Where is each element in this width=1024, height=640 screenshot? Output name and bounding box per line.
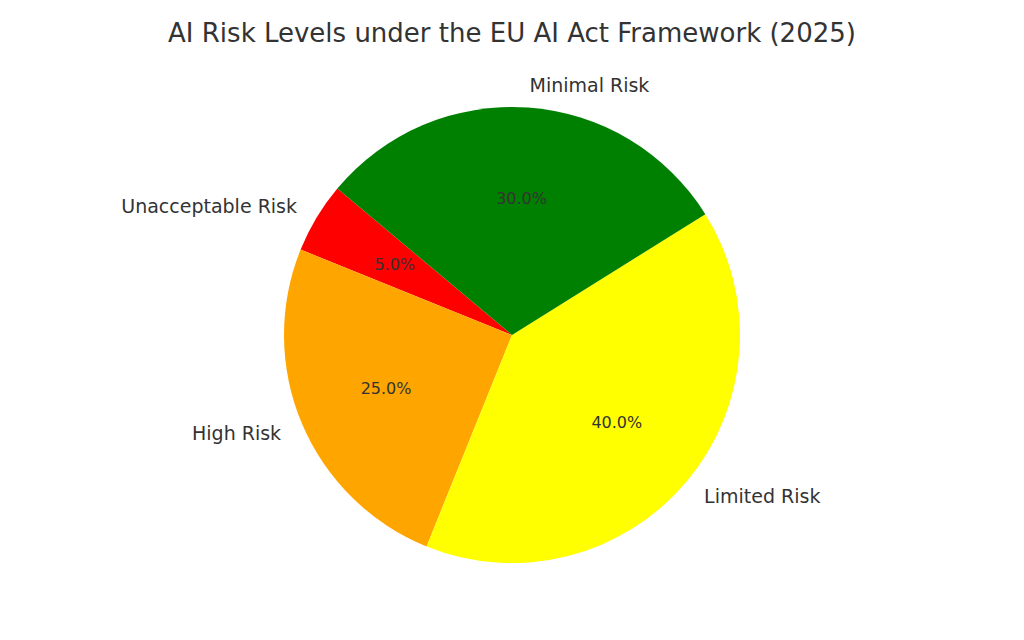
category-label: High Risk xyxy=(192,422,281,444)
category-label: Limited Risk xyxy=(704,485,820,507)
data-label: 25.0% xyxy=(361,379,412,398)
chart-title: AI Risk Levels under the EU AI Act Frame… xyxy=(168,18,856,48)
chart: AI Risk Levels under the EU AI Act Frame… xyxy=(0,0,1024,640)
data-label: 30.0% xyxy=(496,189,547,208)
pie-slice xyxy=(337,107,705,335)
category-label: Minimal Risk xyxy=(529,74,649,96)
page: {"chart_data": {"type": "pie", "title": … xyxy=(0,0,1024,640)
data-label: 40.0% xyxy=(591,413,642,432)
data-label: 5.0% xyxy=(374,255,415,274)
slices xyxy=(284,107,740,563)
labels: Unacceptable Risk 5.0% High Risk 25.0% Limit… xyxy=(121,74,820,507)
category-label: Unacceptable Risk xyxy=(121,195,297,217)
